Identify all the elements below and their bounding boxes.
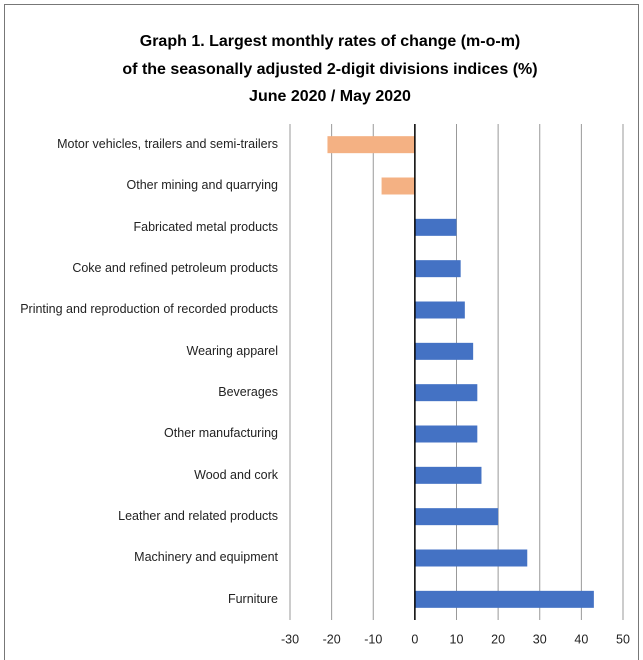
bar <box>381 177 415 195</box>
x-tick-label: -20 <box>323 632 341 646</box>
y-tick-label: Other mining and quarrying <box>126 178 278 193</box>
bar <box>414 549 528 567</box>
bar <box>414 466 482 484</box>
bar <box>414 590 594 608</box>
y-tick-label: Beverages <box>218 385 278 400</box>
y-tick-label: Other manufacturing <box>164 426 278 441</box>
bar <box>414 425 478 443</box>
bar <box>414 260 461 278</box>
y-tick-label: Wood and cork <box>194 467 278 482</box>
x-tick-label: 30 <box>533 632 547 646</box>
y-tick-label: Fabricated metal products <box>133 219 278 234</box>
bar <box>414 218 457 236</box>
bar <box>327 136 415 154</box>
bar <box>414 384 478 402</box>
bar <box>414 301 465 319</box>
x-tick-label: 20 <box>491 632 505 646</box>
chart-title: of the seasonally adjusted 2-digit divis… <box>122 61 537 78</box>
y-tick-label: Furniture <box>227 591 278 606</box>
y-tick-label: Coke and refined petroleum products <box>72 261 278 276</box>
y-tick-label: Leather and related products <box>118 509 278 524</box>
chart-frame <box>4 4 639 660</box>
y-tick-label: Machinery and equipment <box>134 550 278 565</box>
y-tick-label: Wearing apparel <box>186 343 279 358</box>
chart-title: Graph 1. Largest monthly rates of change… <box>140 33 521 50</box>
y-tick-label: Motor vehicles, trailers and semi-traile… <box>57 137 278 152</box>
x-tick-label: 0 <box>411 632 418 646</box>
chart-title: June 2020 / May 2020 <box>249 88 411 105</box>
x-tick-label: 10 <box>450 632 464 646</box>
x-tick-label: -30 <box>281 632 299 646</box>
bar <box>414 342 474 360</box>
bar <box>414 508 499 526</box>
x-tick-label: -10 <box>364 632 382 646</box>
x-tick-label: 50 <box>616 632 630 646</box>
x-tick-label: 40 <box>574 632 588 646</box>
y-tick-label: Printing and reproduction of recorded pr… <box>20 302 278 317</box>
